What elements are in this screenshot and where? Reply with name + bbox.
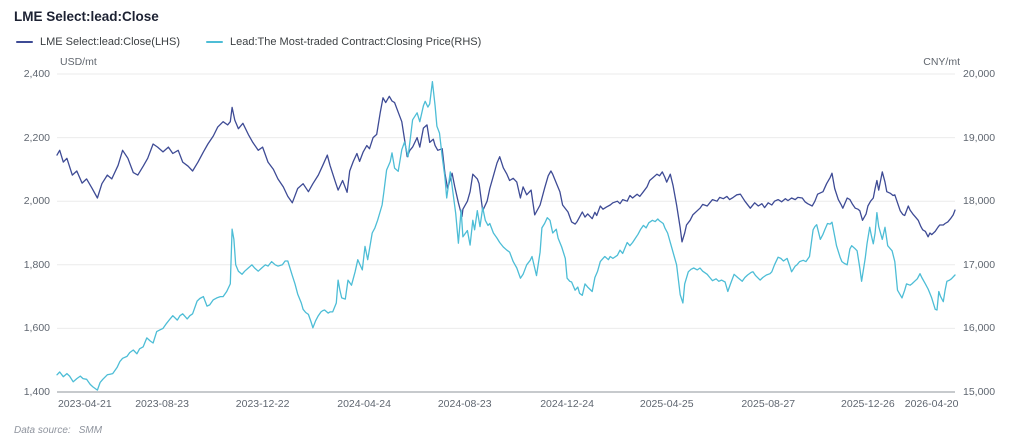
y-axis-tick-left: 2,200: [23, 131, 50, 144]
chart-title: LME Select:lead:Close: [14, 9, 159, 24]
x-axis-tick: 2023-08-23: [135, 398, 189, 410]
x-axis-tick: 2024-04-24: [337, 398, 391, 410]
y-axis-tick-right: 19,000: [963, 131, 996, 144]
right-axis-unit: CNY/mt: [923, 56, 960, 68]
y-axis-tick-left: 1,800: [23, 258, 50, 271]
y-axis-tick-left: 2,400: [23, 68, 50, 80]
legend-item-rhs[interactable]: Lead:The Most-traded Contract:Closing Pr…: [206, 36, 481, 48]
x-axis-tick: 2025-04-25: [639, 398, 694, 410]
y-axis-tick-right: 16,000: [963, 322, 996, 335]
legend-label-rhs: Lead:The Most-traded Contract:Closing Pr…: [230, 36, 482, 48]
y-axis-tick-left: 2,000: [23, 195, 50, 208]
y-axis-tick-left: 1,600: [23, 322, 50, 335]
y-axis-tick-right: 20,000: [963, 68, 996, 80]
series-line-lhs: [56, 95, 956, 243]
y-axis-tick-left: 1,400: [23, 386, 50, 398]
series-line-rhs: [56, 80, 956, 391]
y-axis-tick-right: 18,000: [963, 195, 996, 208]
data-source-value: SMM: [78, 425, 103, 436]
legend: LME Select:lead:Close(LHS) Lead:The Most…: [16, 36, 481, 48]
left-axis-unit: USD/mt: [60, 56, 97, 68]
x-axis-tick: 2025-12-26: [841, 398, 895, 410]
x-axis-tick: 2023-04-21: [57, 398, 112, 410]
rhs-line-marker-icon: [206, 41, 224, 43]
legend-label-lhs: LME Select:lead:Close(LHS): [40, 36, 181, 48]
data-source-note: Data source: SMM: [14, 425, 102, 436]
x-axis-tick: 2023-12-22: [235, 398, 290, 410]
y-axis-tick-right: 17,000: [963, 258, 996, 271]
data-source-label: Data source:: [14, 425, 71, 436]
lhs-line-marker-icon: [16, 41, 33, 43]
x-axis-tick: 2025-08-27: [741, 398, 796, 410]
legend-item-lhs[interactable]: LME Select:lead:Close(LHS): [16, 36, 180, 48]
x-axis-tick: 2024-08-23: [437, 398, 492, 410]
x-axis-tick: 2026-04-20: [904, 398, 959, 410]
y-axis-tick-right: 15,000: [963, 386, 996, 398]
x-axis-tick: 2024-12-24: [540, 398, 594, 410]
